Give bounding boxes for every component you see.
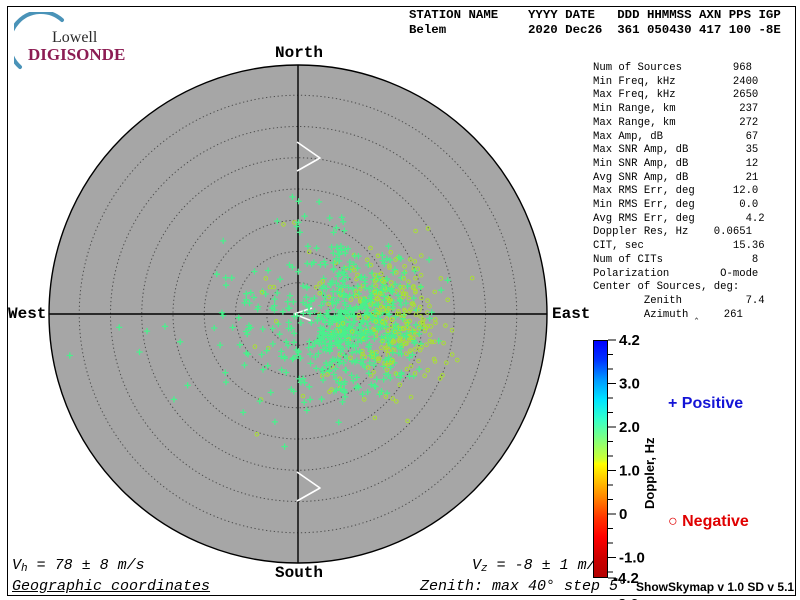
svg-text:-4.2: -4.2	[613, 570, 639, 587]
svg-text:-1.0: -1.0	[619, 550, 645, 567]
svg-text:1.0: 1.0	[619, 463, 640, 480]
svg-text:2.0: 2.0	[619, 419, 640, 436]
svg-text:-2.0: -2.0	[613, 596, 639, 600]
svg-text:0: 0	[619, 506, 627, 523]
svg-text:Lowell: Lowell	[52, 29, 98, 46]
svg-text:4.2: 4.2	[619, 332, 640, 349]
svg-text:DIGISONDE: DIGISONDE	[28, 45, 125, 64]
svg-text:3.0: 3.0	[619, 376, 640, 393]
